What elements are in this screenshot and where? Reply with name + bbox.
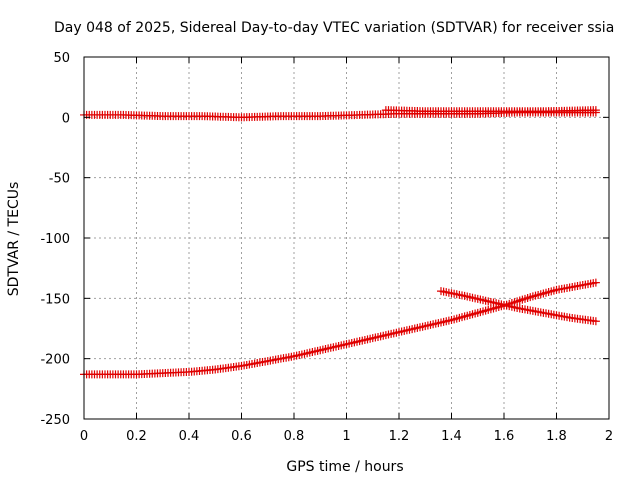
series-2: [381, 106, 600, 116]
x-tick-label: 0.8: [284, 429, 305, 444]
x-tick-label: 2: [605, 429, 613, 444]
series-4: [437, 287, 600, 326]
x-tick-label: 0.4: [179, 429, 200, 444]
y-tick-label: -50: [49, 172, 70, 187]
data-point: [591, 317, 600, 326]
axis-ticks: 0 0.2 0.4 0.6 0.8 1 1.2 1.4 1.6 1.8 2 50 0 -50 -100 -15…: [40, 51, 613, 444]
x-tick-label: 0.2: [126, 429, 147, 444]
y-tick-label: 0: [62, 111, 70, 126]
y-tick-label: -250: [40, 413, 70, 428]
x-axis-title: GPS time / hours: [286, 459, 403, 475]
y-axis-title: SDTVAR / TECUs: [6, 182, 22, 297]
y-tick-label: -150: [40, 292, 70, 307]
x-tick-label: 1.4: [441, 429, 462, 444]
data-point: [591, 278, 600, 287]
y-tick-label: -100: [40, 232, 70, 247]
x-tick-label: 0: [80, 429, 88, 444]
data-series: [80, 106, 600, 379]
x-tick-label: 0.6: [231, 429, 252, 444]
series-3: [80, 278, 600, 379]
data-point: [591, 106, 600, 115]
y-tick-label: -200: [40, 353, 70, 368]
x-tick-label: 1.8: [546, 429, 567, 444]
chart-title: Day 048 of 2025, Sidereal Day-to-day VTE…: [54, 20, 614, 36]
x-tick-label: 1.6: [494, 429, 515, 444]
x-tick-label: 1.2: [389, 429, 410, 444]
y-tick-label: 50: [53, 51, 70, 66]
x-tick-label: 1: [342, 429, 350, 444]
